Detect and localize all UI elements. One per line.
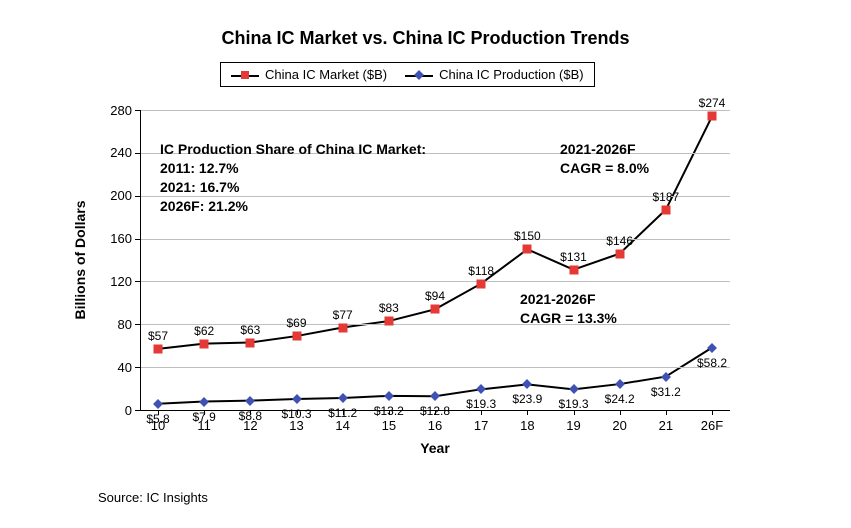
annotation-line: 2021-2026F bbox=[520, 290, 617, 309]
x-tick bbox=[574, 410, 575, 415]
market-data-label: $63 bbox=[240, 323, 260, 337]
grid-line bbox=[140, 367, 730, 368]
market-data-label: $131 bbox=[560, 250, 587, 264]
market-marker bbox=[569, 265, 578, 274]
annotation-line: 2026F: 21.2% bbox=[160, 197, 426, 216]
grid-line bbox=[140, 239, 730, 240]
x-tick-label: 16 bbox=[428, 418, 442, 433]
production-data-label: $24.2 bbox=[605, 392, 635, 406]
market-data-label: $274 bbox=[699, 96, 726, 110]
x-tick-label: 10 bbox=[151, 418, 165, 433]
grid-line bbox=[140, 281, 730, 282]
chart-container: China IC Market vs. China IC Production … bbox=[0, 0, 851, 528]
y-tick-label: 40 bbox=[118, 360, 132, 375]
y-tick-label: 240 bbox=[110, 145, 132, 160]
x-tick bbox=[435, 410, 436, 415]
market-marker bbox=[384, 317, 393, 326]
x-axis-label: Year bbox=[420, 440, 450, 456]
legend-label: China IC Market ($B) bbox=[265, 67, 387, 82]
x-tick bbox=[250, 410, 251, 415]
x-tick bbox=[481, 410, 482, 415]
market-marker bbox=[154, 344, 163, 353]
market-data-label: $69 bbox=[286, 316, 306, 330]
x-tick-label: 12 bbox=[243, 418, 257, 433]
y-axis bbox=[140, 110, 141, 410]
x-tick bbox=[389, 410, 390, 415]
x-tick bbox=[343, 410, 344, 415]
y-tick-label: 200 bbox=[110, 188, 132, 203]
annotation-cagr-market: 2021-2026FCAGR = 8.0% bbox=[560, 140, 649, 178]
annotation-line: IC Production Share of China IC Market: bbox=[160, 140, 426, 159]
y-tick-label: 160 bbox=[110, 231, 132, 246]
market-data-label: $146 bbox=[606, 234, 633, 248]
x-tick-label: 11 bbox=[197, 418, 211, 433]
grid-line bbox=[140, 324, 730, 325]
market-data-label: $77 bbox=[333, 308, 353, 322]
market-data-label: $83 bbox=[379, 301, 399, 315]
x-tick-label: 17 bbox=[474, 418, 488, 433]
x-tick bbox=[620, 410, 621, 415]
x-tick-label: 19 bbox=[566, 418, 580, 433]
market-data-label: $118 bbox=[468, 264, 494, 278]
x-tick-label: 18 bbox=[520, 418, 534, 433]
legend: China IC Market ($B) China IC Production … bbox=[220, 62, 595, 87]
market-marker bbox=[523, 245, 532, 254]
x-tick bbox=[158, 410, 159, 415]
legend-label: China IC Production ($B) bbox=[439, 67, 584, 82]
y-tick-label: 0 bbox=[125, 403, 132, 418]
annotation-cagr-production: 2021-2026FCAGR = 13.3% bbox=[520, 290, 617, 328]
x-tick bbox=[297, 410, 298, 415]
x-tick bbox=[712, 410, 713, 415]
x-tick bbox=[204, 410, 205, 415]
y-tick-label: 80 bbox=[118, 317, 132, 332]
market-data-label: $94 bbox=[425, 289, 445, 303]
market-marker bbox=[615, 249, 624, 258]
market-marker bbox=[292, 332, 301, 341]
market-data-label: $57 bbox=[148, 329, 168, 343]
production-data-label: $31.2 bbox=[651, 385, 681, 399]
x-tick bbox=[666, 410, 667, 415]
market-data-label: $150 bbox=[514, 229, 541, 243]
annotation-production-share: IC Production Share of China IC Market:2… bbox=[160, 140, 426, 216]
chart-title: China IC Market vs. China IC Production … bbox=[0, 28, 851, 49]
market-marker bbox=[708, 112, 717, 121]
x-tick-label: 21 bbox=[659, 418, 673, 433]
x-tick-label: 20 bbox=[612, 418, 626, 433]
legend-item-1: China IC Production ($B) bbox=[405, 67, 584, 82]
annotation-line: 2011: 12.7% bbox=[160, 159, 426, 178]
production-data-label: $58.2 bbox=[697, 356, 727, 370]
market-marker bbox=[431, 305, 440, 314]
x-tick-label: 13 bbox=[289, 418, 303, 433]
legend-item-0: China IC Market ($B) bbox=[231, 67, 387, 82]
market-marker bbox=[477, 279, 486, 288]
y-axis-label: Billions of Dollars bbox=[72, 200, 88, 319]
market-data-label: $62 bbox=[194, 324, 214, 338]
x-tick-label: 15 bbox=[382, 418, 396, 433]
production-data-label: $23.9 bbox=[512, 392, 542, 406]
grid-line bbox=[140, 110, 730, 111]
x-tick-label: 26F bbox=[701, 418, 723, 433]
market-marker bbox=[246, 338, 255, 347]
y-tick-label: 120 bbox=[110, 274, 132, 289]
market-marker bbox=[338, 323, 347, 332]
source-text: Source: IC Insights bbox=[98, 490, 208, 505]
y-tick-label: 280 bbox=[110, 103, 132, 118]
market-marker bbox=[200, 339, 209, 348]
annotation-line: CAGR = 13.3% bbox=[520, 309, 617, 328]
x-tick-label: 14 bbox=[335, 418, 349, 433]
x-tick bbox=[527, 410, 528, 415]
annotation-line: 2021-2026F bbox=[560, 140, 649, 159]
market-marker bbox=[661, 205, 670, 214]
annotation-line: CAGR = 8.0% bbox=[560, 159, 649, 178]
annotation-line: 2021: 16.7% bbox=[160, 178, 426, 197]
market-data-label: $187 bbox=[652, 190, 679, 204]
